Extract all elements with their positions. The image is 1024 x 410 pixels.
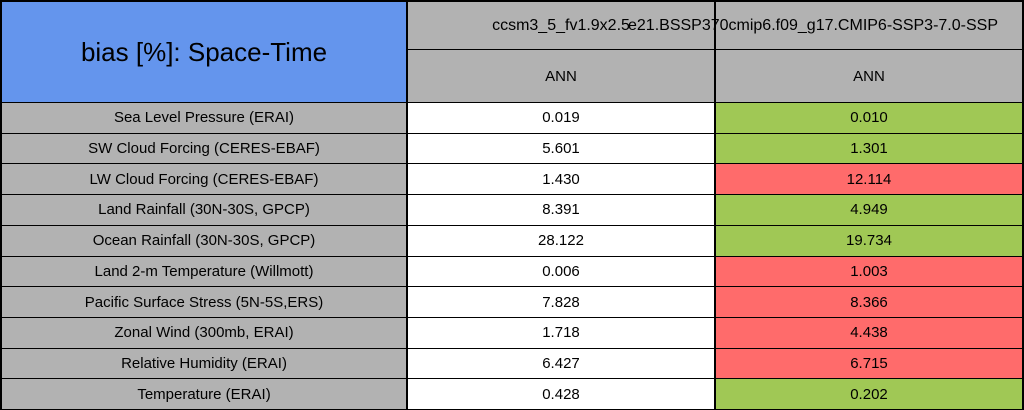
row-label: SW Cloud Forcing (CERES-EBAF) xyxy=(2,133,408,165)
row-label: Relative Humidity (ERAI) xyxy=(2,348,408,380)
value-cell-model1: 6.427 xyxy=(408,348,716,380)
value-cell-model2: 0.202 xyxy=(716,379,1024,410)
row-label: Land Rainfall (30N-30S, GPCP) xyxy=(2,195,408,226)
row-label: Pacific Surface Stress (5N-5S,ERS) xyxy=(2,287,408,318)
value-cell-model2: 12.114 xyxy=(716,164,1024,196)
model-name-2: e21.BSSP370cmip6.f09_g17.CMIP6-SSP3-7.0-… xyxy=(628,16,998,34)
row-label: Ocean Rainfall (30N-30S, GPCP) xyxy=(2,225,408,257)
value-cell-model2: 6.715 xyxy=(716,348,1024,380)
model-name-1: ccsm3_5_fv1.9x2.5 xyxy=(492,16,630,34)
value-cell-model2: 0.010 xyxy=(716,103,1024,134)
value-cell-model2: 1.003 xyxy=(716,256,1024,288)
value-cell-model1: 1.718 xyxy=(408,317,716,349)
season-header-1: ANN xyxy=(408,50,716,103)
value-cell-model2: 19.734 xyxy=(716,225,1024,257)
value-cell-model2: 1.301 xyxy=(716,133,1024,165)
value-cell-model1: 5.601 xyxy=(408,133,716,165)
value-cell-model2: 4.949 xyxy=(716,195,1024,226)
value-cell-model1: 0.019 xyxy=(408,103,716,134)
value-cell-model1: 0.428 xyxy=(408,379,716,410)
row-label: LW Cloud Forcing (CERES-EBAF) xyxy=(2,164,408,196)
season-header-2: ANN xyxy=(716,50,1024,103)
model-header-1: ccsm3_5_fv1.9x2.5 xyxy=(408,2,716,50)
value-cell-model2: 8.366 xyxy=(716,287,1024,318)
value-cell-model1: 8.391 xyxy=(408,195,716,226)
row-label: Land 2-m Temperature (Willmott) xyxy=(2,256,408,288)
row-label: Temperature (ERAI) xyxy=(2,379,408,410)
value-cell-model2: 4.438 xyxy=(716,317,1024,349)
value-cell-model1: 28.122 xyxy=(408,225,716,257)
value-cell-model1: 1.430 xyxy=(408,164,716,196)
value-cell-model1: 7.828 xyxy=(408,287,716,318)
row-label: Zonal Wind (300mb, ERAI) xyxy=(2,317,408,349)
row-label: Sea Level Pressure (ERAI) xyxy=(2,103,408,134)
table-title-cell: bias [%]: Space-Time xyxy=(2,2,408,103)
model-header-2: e21.BSSP370cmip6.f09_g17.CMIP6-SSP3-7.0-… xyxy=(628,2,1024,50)
value-cell-model1: 0.006 xyxy=(408,256,716,288)
